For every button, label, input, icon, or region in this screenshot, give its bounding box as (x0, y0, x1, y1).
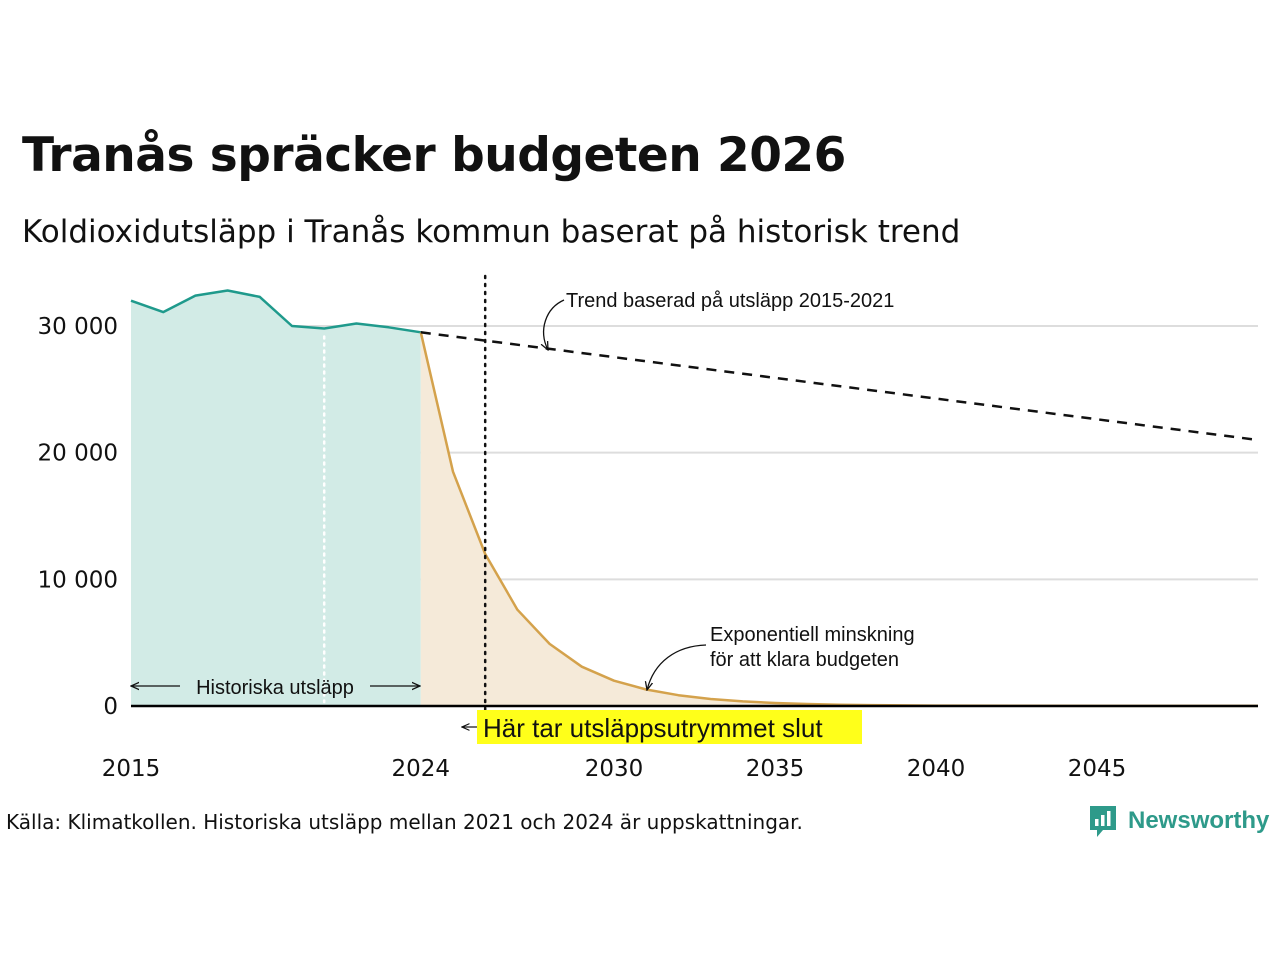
x-tick-label: 2030 (585, 756, 644, 782)
newsworthy-logo-icon (1090, 806, 1116, 837)
chart-subtitle: Koldioxidutsläpp i Tranås kommun baserat… (22, 214, 961, 250)
chart-title: Tranås spräcker budgeten 2026 (22, 128, 846, 183)
y-tick-label: 10 000 (38, 567, 118, 593)
budget-end-annotation: Här tar utsläppsutrymmet slut (483, 713, 823, 743)
y-axis-ticks: 0 10 000 20 000 30 000 (38, 314, 118, 720)
x-tick-label: 2015 (102, 756, 161, 782)
x-tick-label: 2024 (392, 756, 451, 782)
budget-end-highlight (477, 710, 862, 744)
x-tick-label: 2040 (907, 756, 966, 782)
y-tick-label: 30 000 (38, 314, 118, 340)
source-note: Källa: Klimatkollen. Historiska utsläpp … (6, 810, 803, 834)
reduction-annotation-arrow (647, 644, 707, 690)
x-tick-label: 2045 (1068, 756, 1127, 782)
x-axis-ticks: 2015 2024 2030 2035 2040 2045 (102, 756, 1127, 782)
emissions-chart: 0 10 000 20 000 30 000 2015 2024 2030 2035 2040… (38, 274, 1259, 782)
y-tick-label: 20 000 (38, 441, 118, 467)
reduction-annotation-line2: för att klara budgeten (710, 649, 899, 671)
trend-annotation: Trend baserad på utsläpp 2015-2021 (566, 290, 894, 312)
reduction-area (420, 332, 1258, 706)
y-tick-label: 0 (103, 694, 118, 720)
historical-annotation: Historiska utsläpp (196, 677, 354, 699)
historical-area (131, 290, 421, 706)
x-tick-label: 2035 (746, 756, 805, 782)
historical-line (130, 289, 421, 334)
newsworthy-logo-text: Newsworthy (1128, 807, 1270, 834)
newsworthy-logo: Newsworthy (1088, 804, 1269, 838)
trend-annotation-arrow (544, 299, 565, 350)
reduction-annotation-line1: Exponentiell minskning (710, 624, 915, 646)
trend-line (420, 331, 1259, 442)
